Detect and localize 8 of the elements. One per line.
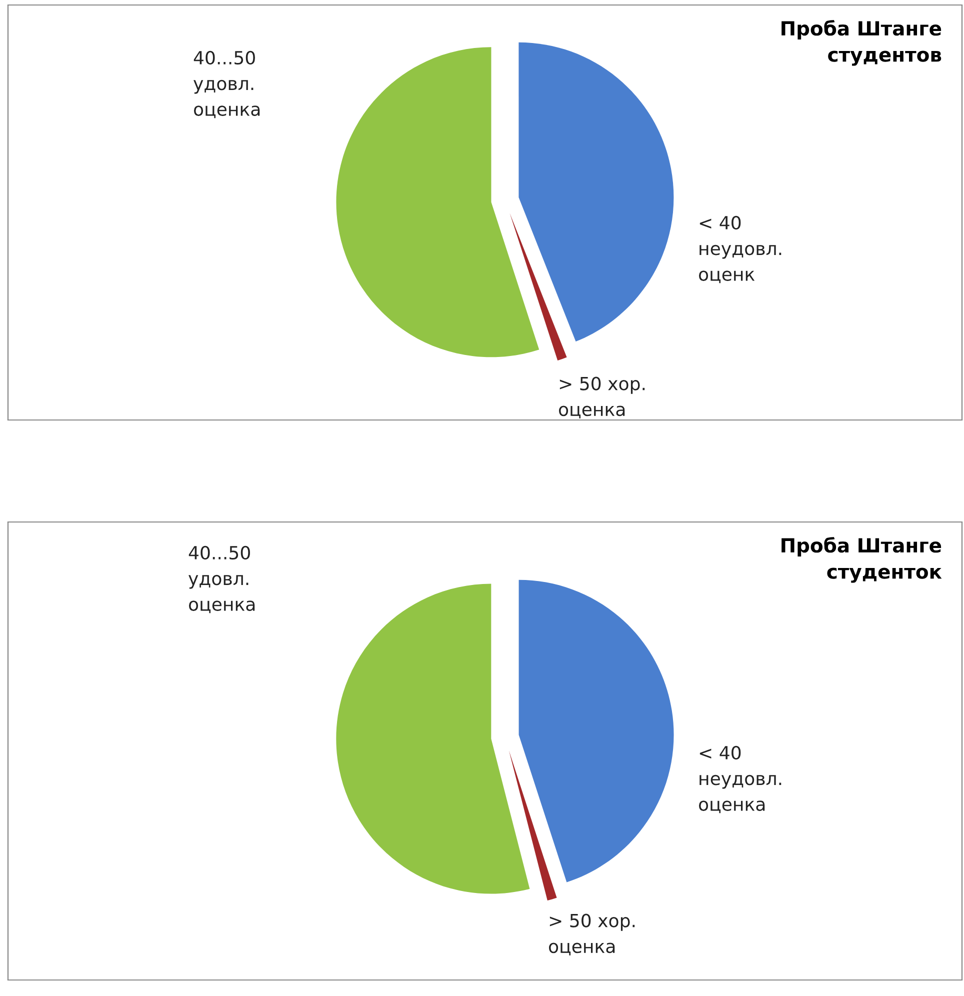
slice-label: 40...50 удовл. оценка (188, 546, 255, 614)
slice-label: 40...50 удовл. оценка (194, 50, 260, 118)
slice-label: < 40 неудовл. оценка (698, 746, 782, 814)
slice-label: < 40 неудовл. оценк (698, 216, 782, 284)
text: Проба Штанге студентов (782, 20, 942, 66)
slice-label: > 50 хор. оценка (558, 376, 645, 418)
slice-label: > 50 хор. оценка (548, 914, 635, 956)
text: Проба Штанге студенток (782, 537, 942, 583)
